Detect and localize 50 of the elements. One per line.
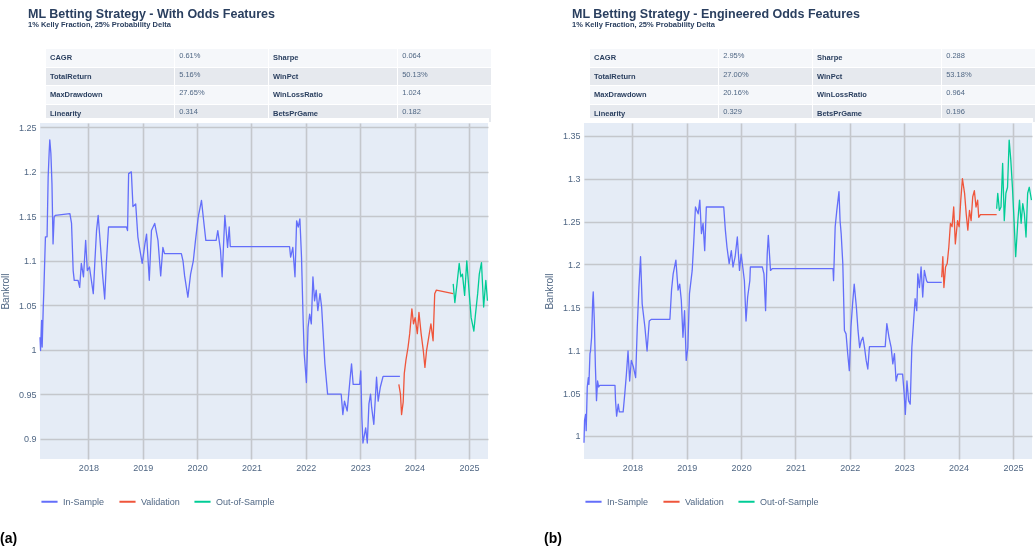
- line-series: [398, 289, 454, 416]
- y-tick-label: 1.15: [562, 302, 581, 313]
- y-tick-label: 1.25: [18, 122, 37, 133]
- y-tick-label: 1.05: [18, 300, 37, 311]
- line-series: [583, 190, 943, 444]
- text: (b): [544, 530, 562, 546]
- x-tick-label: 2020: [187, 462, 208, 473]
- y-tick-label: 1.15: [18, 211, 37, 222]
- legend-label: Out-of-Sample: [216, 496, 275, 507]
- legend-label: In-Sample: [607, 496, 649, 507]
- x-tick-label: 2020: [731, 462, 752, 473]
- x-tick-label: 2024: [949, 462, 970, 473]
- line-series: [996, 139, 1033, 258]
- y-tick-label: 0.95: [18, 389, 37, 400]
- x-tick-label: 2023: [350, 462, 371, 473]
- legend-label: Out-of-Sample: [760, 496, 819, 507]
- y-tick-label: 1.1: [567, 345, 581, 356]
- legend-label: Validation: [141, 496, 180, 507]
- x-tick-label: 2022: [840, 462, 861, 473]
- legend-label: Validation: [685, 496, 724, 507]
- y-tick-label: 1.25: [562, 217, 581, 228]
- x-tick-label: 2023: [894, 462, 915, 473]
- y-tick-label: 1.3: [567, 174, 581, 185]
- y-tick-label: 0.9: [23, 434, 37, 445]
- x-tick-label: 2018: [622, 462, 643, 473]
- y-tick-label: 1.05: [562, 388, 581, 399]
- y-tick-label: 1.2: [23, 167, 37, 178]
- x-tick-label: 2025: [459, 462, 480, 473]
- chart-title: ML Betting Strategy - Engineered Odds Features: [572, 7, 861, 21]
- x-tick-label: 2019: [133, 462, 154, 473]
- chart-title: ML Betting Strategy - With Odds Features: [28, 7, 275, 21]
- y-tick-label: 1.1: [23, 256, 37, 267]
- y-axis-title: Bankroll: [0, 273, 11, 310]
- y-tick-label: 1.2: [567, 259, 581, 270]
- text: (a): [0, 530, 18, 546]
- y-tick-label: 1: [575, 431, 581, 442]
- line-series: [452, 260, 489, 332]
- legend-label: In-Sample: [63, 496, 105, 507]
- x-tick-label: 2019: [677, 462, 698, 473]
- x-tick-label: 2018: [78, 462, 99, 473]
- y-tick-label: 1.35: [562, 131, 581, 142]
- x-tick-label: 2022: [296, 462, 317, 473]
- x-tick-label: 2024: [405, 462, 426, 473]
- x-tick-label: 2021: [785, 462, 807, 473]
- line-series: [39, 139, 401, 444]
- x-tick-label: 2025: [1003, 462, 1024, 473]
- line-series: [941, 178, 998, 289]
- y-tick-label: 1: [31, 345, 37, 356]
- x-tick-label: 2021: [241, 462, 263, 473]
- y-axis-title: Bankroll: [543, 273, 555, 310]
